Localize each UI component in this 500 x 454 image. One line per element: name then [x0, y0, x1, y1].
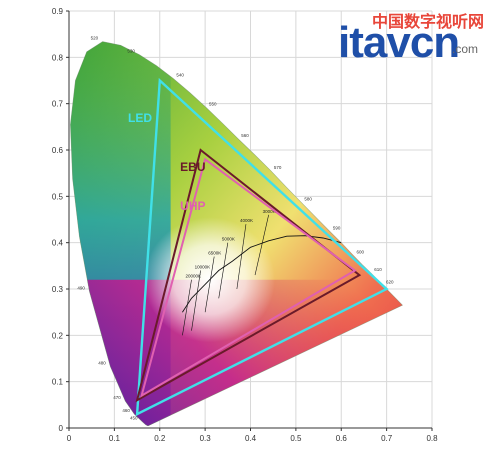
- x-tick-label: 0.7: [381, 434, 393, 443]
- x-tick-label: 0.8: [426, 434, 438, 443]
- wavelength-label: 620: [386, 279, 394, 284]
- wavelength-label: 550: [209, 101, 217, 106]
- series-label-uhp: UHP: [180, 199, 205, 213]
- series-label-ebu: EBU: [180, 160, 205, 174]
- y-tick-label: 0.1: [52, 378, 64, 387]
- wavelength-label: 590: [333, 226, 341, 231]
- isotemperature-line: [218, 242, 229, 299]
- wavelength-label: 560: [241, 133, 249, 138]
- wavelength-label: 450: [130, 416, 138, 421]
- locus-outline: [70, 41, 404, 427]
- wavelength-label: 580: [304, 196, 312, 201]
- x-tick-label: 0.6: [336, 434, 348, 443]
- isotemperature-line: [204, 256, 215, 313]
- wavelength-label: 540: [176, 73, 184, 78]
- color-temperature-label: 20000K: [186, 274, 202, 279]
- x-tick-label: 0.1: [109, 434, 121, 443]
- x-tick-label: 0: [67, 434, 72, 443]
- color-temperature-label: 10000K: [195, 264, 211, 269]
- isotemperature-line: [254, 214, 269, 276]
- y-tick-label: 0.5: [52, 192, 64, 201]
- watermark-logo: itavcn: [338, 18, 460, 67]
- wavelength-label: 570: [274, 165, 282, 170]
- series-label-led: LED: [128, 111, 152, 125]
- wavelength-label: 610: [374, 267, 382, 272]
- y-tick-label: 0.3: [52, 285, 64, 294]
- wavelength-label: 460: [122, 408, 130, 413]
- y-tick-label: 0.9: [52, 7, 64, 16]
- color-temperature-label: 6500K: [208, 251, 221, 256]
- wavelength-label: 530: [127, 49, 135, 54]
- wavelength-label: 470: [113, 395, 121, 400]
- color-temperature-label: 3000K: [263, 209, 276, 214]
- x-tick-label: 0.4: [245, 434, 257, 443]
- y-tick-label: 0.4: [52, 239, 64, 248]
- y-tick-label: 0.7: [52, 100, 64, 109]
- gamut-triangle-uhp: [140, 157, 357, 398]
- wavelength-label: 480: [98, 360, 106, 365]
- isotemperature-line: [236, 224, 247, 290]
- x-tick-label: 0.3: [200, 434, 212, 443]
- axes: 0 0.1 0.2 0.3 0.4 0.5 0.6 0.7 0.8 0 0.1 0.2 0.3 0.4 0.…: [52, 7, 438, 443]
- gamut-triangles: [135, 77, 389, 417]
- color-temperature-label: 4000K: [240, 218, 253, 223]
- labels: LED EBU UHP 520 530 540 550 560 570 580 590 600 610 6…: [77, 36, 394, 421]
- watermark-chinese: 中国数字视听网: [372, 12, 485, 31]
- x-tick-label: 0.5: [290, 434, 302, 443]
- y-tick-label: 0.2: [52, 331, 64, 340]
- watermark-domain: .com: [452, 42, 479, 56]
- gamut-triangle-ebu: [135, 148, 362, 403]
- wavelength-label: 520: [91, 36, 99, 41]
- wavelength-label: 600: [357, 250, 365, 255]
- y-tick-label: 0.6: [52, 146, 64, 155]
- wavelength-label: 490: [77, 285, 85, 290]
- isotemperature-line: [191, 270, 201, 331]
- isotemperature-line: [182, 279, 192, 336]
- y-tick-label: 0: [59, 424, 64, 433]
- color-temperature-label: 5000K: [222, 237, 235, 242]
- x-tick-label: 0.2: [154, 434, 166, 443]
- gamut-triangle-led: [135, 77, 389, 417]
- y-tick-label: 0.8: [52, 53, 64, 62]
